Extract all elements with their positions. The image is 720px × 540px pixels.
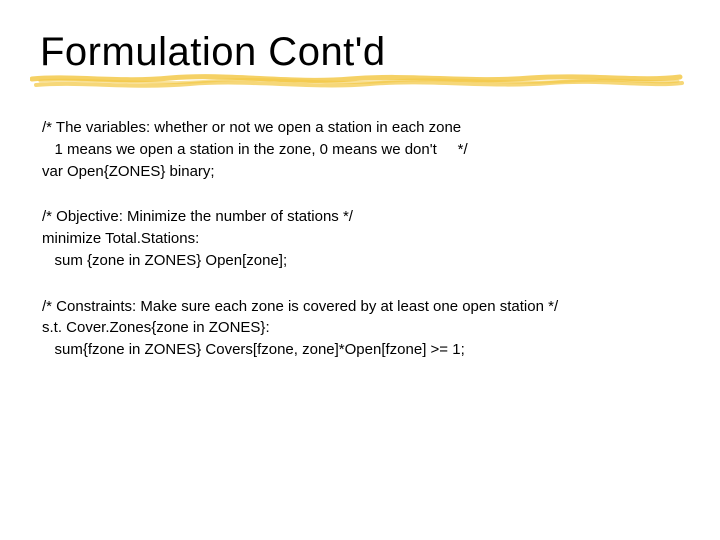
code-line: minimize Total.Stations: (42, 228, 680, 250)
code-line: 1 means we open a station in the zone, 0… (42, 139, 680, 161)
code-line: /* Constraints: Make sure each zone is c… (42, 296, 680, 318)
code-line: var Open{ZONES} binary; (42, 161, 680, 183)
paragraph-constraints: /* Constraints: Make sure each zone is c… (42, 296, 680, 361)
title-underline (40, 69, 680, 93)
slide-body: /* The variables: whether or not we open… (40, 117, 680, 361)
code-line: sum{fzone in ZONES} Covers[fzone, zone]*… (42, 339, 680, 361)
slide-container: Formulation Cont'd /* The variables: whe… (0, 0, 720, 425)
paragraph-variables: /* The variables: whether or not we open… (42, 117, 680, 182)
code-line: s.t. Cover.Zones{zone in ZONES}: (42, 317, 680, 339)
code-line: sum {zone in ZONES} Open[zone]; (42, 250, 680, 272)
code-line: /* The variables: whether or not we open… (42, 117, 680, 139)
code-line: /* Objective: Minimize the number of sta… (42, 206, 680, 228)
paragraph-objective: /* Objective: Minimize the number of sta… (42, 206, 680, 271)
